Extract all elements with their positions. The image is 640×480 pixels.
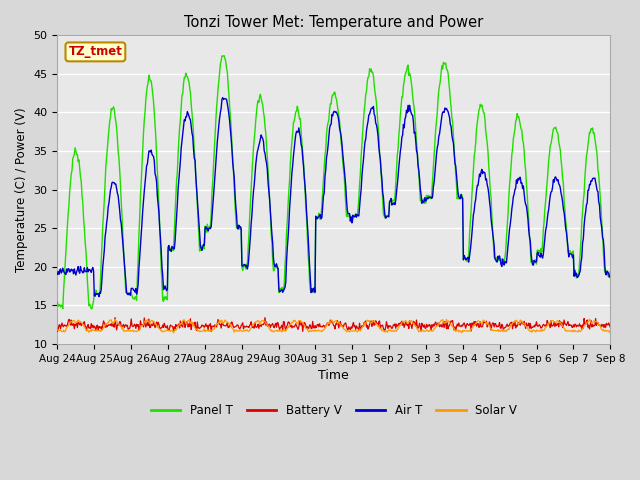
Solar V (63, 324, 71, 329)
Air T (63, 269, 71, 275)
Solar V (607, 329, 614, 335)
Panel T (419, 197, 426, 203)
Air T (607, 273, 614, 279)
Battery V (121, 323, 129, 328)
Panel T (177, 104, 185, 109)
Battery V (111, 315, 119, 321)
Solar V (418, 328, 426, 334)
Solar V (586, 316, 593, 322)
Air T (403, 108, 410, 113)
Battery V (63, 322, 71, 328)
Battery V (607, 324, 614, 330)
Line: Battery V: Battery V (58, 318, 611, 332)
Panel T (88, 306, 96, 312)
Solar V (54, 327, 61, 333)
Line: Solar V: Solar V (58, 319, 611, 333)
Solar V (207, 328, 214, 334)
Battery V (177, 322, 185, 328)
Air T (54, 271, 61, 277)
Panel T (220, 53, 228, 59)
Text: TZ_tmet: TZ_tmet (68, 46, 122, 59)
Panel T (403, 68, 410, 74)
Panel T (607, 269, 614, 275)
Line: Panel T: Panel T (58, 56, 611, 309)
Y-axis label: Temperature (C) / Power (V): Temperature (C) / Power (V) (15, 108, 28, 272)
Air T (121, 269, 129, 275)
Solar V (170, 330, 177, 336)
Title: Tonzi Tower Met: Temperature and Power: Tonzi Tower Met: Temperature and Power (184, 15, 483, 30)
Solar V (402, 318, 410, 324)
Air T (419, 198, 426, 204)
Air T (207, 226, 214, 231)
Line: Air T: Air T (58, 97, 611, 297)
Solar V (177, 320, 185, 326)
Battery V (54, 328, 61, 334)
Panel T (207, 224, 214, 229)
Air T (95, 294, 103, 300)
X-axis label: Time: Time (319, 369, 349, 382)
Air T (219, 95, 227, 100)
Panel T (63, 223, 71, 229)
Battery V (419, 323, 426, 328)
Battery V (207, 321, 214, 326)
Panel T (121, 276, 129, 282)
Battery V (207, 329, 215, 335)
Legend: Panel T, Battery V, Air T, Solar V: Panel T, Battery V, Air T, Solar V (146, 399, 522, 421)
Air T (177, 145, 185, 151)
Battery V (403, 321, 410, 327)
Panel T (54, 299, 61, 305)
Solar V (120, 327, 128, 333)
